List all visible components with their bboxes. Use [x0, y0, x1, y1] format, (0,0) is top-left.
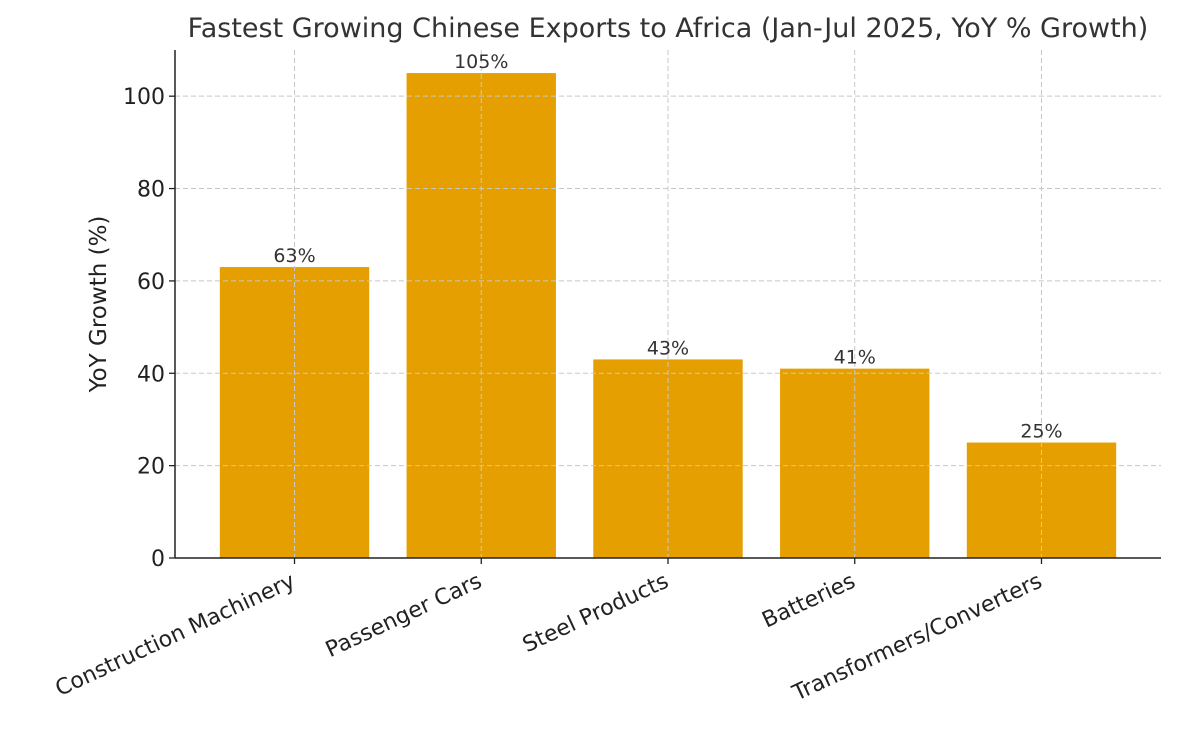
- data-label: 105%: [454, 51, 508, 73]
- y-tick-label: 40: [137, 362, 165, 387]
- x-tick-label: Steel Products: [519, 569, 673, 658]
- data-label: 43%: [647, 337, 689, 359]
- y-tick-label: 80: [137, 178, 165, 203]
- x-tick-label: Passenger Cars: [322, 569, 486, 663]
- x-tick-label: Construction Machinery: [52, 569, 299, 702]
- y-tick-label: 0: [151, 547, 165, 572]
- y-tick-label: 100: [123, 85, 165, 110]
- x-tick-label: Batteries: [759, 569, 860, 634]
- data-label: 25%: [1020, 421, 1062, 443]
- data-label: 41%: [834, 347, 876, 369]
- data-label: 63%: [273, 245, 315, 267]
- y-axis-label: YoY Growth (%): [86, 216, 112, 394]
- y-tick-label: 20: [137, 455, 165, 480]
- chart-title: Fastest Growing Chinese Exports to Afric…: [188, 13, 1149, 44]
- y-tick-label: 60: [137, 270, 165, 295]
